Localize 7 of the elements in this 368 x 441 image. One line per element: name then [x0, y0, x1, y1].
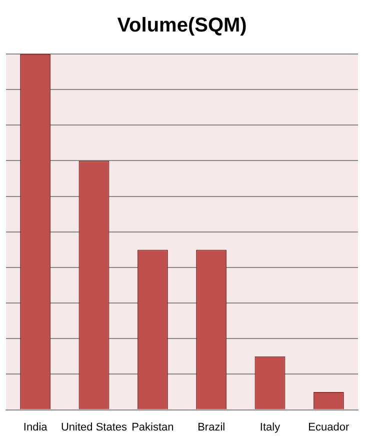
x-tick-label: Brazil	[198, 421, 226, 434]
x-tick-label: Italy	[260, 421, 281, 434]
chart-title: Volume(SQM)	[117, 14, 247, 37]
x-tick-label: Ecuador	[308, 421, 350, 434]
x-tick-label: United States	[60, 421, 128, 434]
x-tick-label: India	[23, 421, 48, 434]
x-tick-label: Pakistan	[132, 421, 174, 434]
